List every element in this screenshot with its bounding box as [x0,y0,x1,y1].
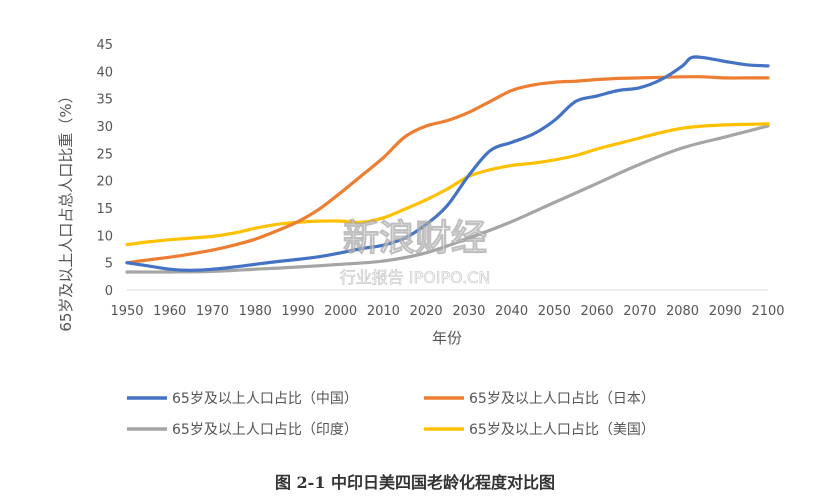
y-tick-label: 35 [96,93,113,108]
series-line-3 [125,122,770,247]
x-tick-label: 2080 [666,304,699,319]
x-tick-label: 2020 [410,304,443,319]
x-tick-label: 1990 [281,304,314,319]
x-tick-label: 2070 [623,304,656,319]
y-tick-label: 10 [96,229,113,244]
figure-caption: 图 2-1 中印日美四国老龄化程度对比图 [275,473,555,492]
x-tick-label: 2060 [581,304,614,319]
axis-layer: 0 5 10 15 20 25 30 35 40 45 1950 1960 1970 1980 1990 20… [96,38,784,319]
x-tick-label: 1960 [153,304,186,319]
series-layer [125,55,770,274]
x-tick-label: 1980 [239,304,272,319]
y-tick-label: 45 [96,38,113,53]
y-tick-label: 20 [96,175,113,190]
x-tick-label: 2100 [751,304,784,319]
x-tick-label: 2030 [452,304,485,319]
legend-label-1: 65岁及以上人口占比（日本） [469,391,655,407]
x-tick-label: 2090 [709,304,742,319]
legend-label-2: 65岁及以上人口占比（印度） [172,422,358,438]
watermark: 新浪财经 行业报告 IPOIPO.CN [339,218,491,288]
series-line-2 [125,124,770,274]
watermark-main: 新浪财经 [343,218,487,259]
y-tick-label: 5 [105,257,113,272]
legend-label-0: 65岁及以上人口占比（中国） [172,391,358,407]
x-tick-label: 2010 [367,304,400,319]
y-tick-label: 25 [96,147,113,162]
y-tick-label: 0 [105,284,113,299]
y-tick-label: 40 [96,65,113,80]
legend: 65岁及以上人口占比（中国） 65岁及以上人口占比（日本） 65岁及以上人口占比（印… [127,391,655,438]
x-tick-label: 1970 [196,304,229,319]
legend-label-3: 65岁及以上人口占比（美国） [469,422,655,438]
x-tick-label: 2000 [324,304,357,319]
series-line-0 [125,55,770,272]
series-line-1 [125,75,770,265]
y-tick-label: 30 [96,120,113,135]
x-tick-label: 2050 [538,304,571,319]
x-tick-label: 1950 [110,304,143,319]
x-tick-label: 2040 [495,304,528,319]
y-tick-label: 15 [96,202,113,217]
watermark-sub: 行业报告 IPOIPO.CN [340,268,491,287]
y-axis-title: 65岁及以上人口占总人口比重（%） [57,88,75,331]
x-axis-title: 年份 [432,329,462,347]
